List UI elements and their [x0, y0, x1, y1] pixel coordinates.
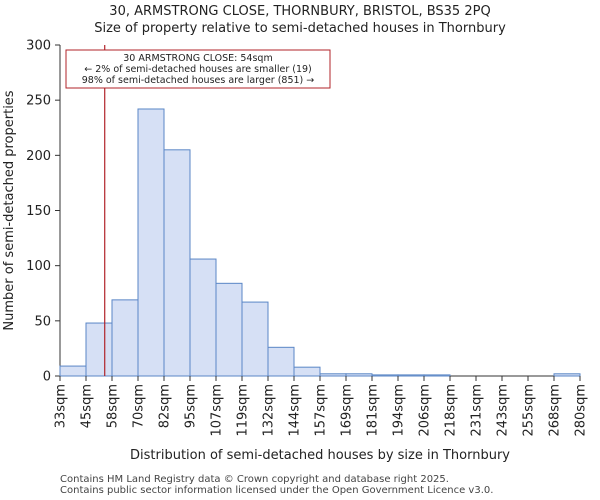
x-tick-label: 169sqm: [340, 384, 355, 437]
histogram-bar: [241, 301, 269, 377]
y-tick-label: 100: [26, 259, 51, 274]
histogram-bar: [423, 374, 451, 377]
y-tick-label: 50: [34, 314, 51, 329]
histogram-bar: [293, 366, 321, 377]
x-tick-label: 194sqm: [392, 384, 407, 437]
annotation-line-1: 30 ARMSTRONG CLOSE: 54sqm: [123, 53, 272, 64]
x-tick-label: 181sqm: [366, 384, 381, 437]
chart-title: 30, ARMSTRONG CLOSE, THORNBURY, BRISTOL,…: [109, 4, 491, 19]
x-tick-label: 231sqm: [470, 384, 485, 437]
attribution-line-1: Contains HM Land Registry data © Crown c…: [60, 474, 449, 485]
x-tick-label: 218sqm: [444, 384, 459, 437]
y-tick-label: 200: [26, 149, 51, 164]
histogram-bar: [371, 374, 399, 377]
y-tick-label: 150: [26, 204, 51, 219]
x-tick-label: 70sqm: [132, 384, 147, 428]
histogram-bar: [163, 149, 191, 377]
x-tick-label: 82sqm: [158, 384, 173, 428]
chart-subtitle: Size of property relative to semi-detach…: [94, 21, 506, 36]
histogram-bar: [267, 346, 295, 377]
x-axis-title: Distribution of semi-detached houses by …: [130, 448, 510, 463]
y-axis-title: Number of semi-detached properties: [2, 90, 17, 330]
x-tick-label: 45sqm: [80, 384, 95, 428]
x-tick-label: 268sqm: [548, 384, 563, 437]
x-tick-label: 107sqm: [210, 384, 225, 437]
x-tick-label: 255sqm: [522, 384, 537, 437]
y-tick-label: 300: [26, 39, 51, 54]
y-tick-label: 0: [43, 370, 51, 385]
histogram-bar: [85, 322, 113, 377]
attribution-line-2: Contains public sector information licen…: [60, 485, 494, 496]
x-tick-label: 280sqm: [574, 384, 589, 437]
histogram-bar: [189, 258, 217, 377]
x-tick-label: 157sqm: [314, 384, 329, 437]
x-tick-label: 243sqm: [496, 384, 511, 437]
histogram-bar: [345, 373, 373, 377]
x-tick-label: 95sqm: [184, 384, 199, 428]
annotation-line-3: 98% of semi-detached houses are larger (…: [82, 75, 315, 86]
x-tick-label: 119sqm: [236, 384, 251, 437]
x-tick-label: 206sqm: [418, 384, 433, 437]
x-tick-label: 58sqm: [106, 384, 121, 428]
annotation-box: [65, 49, 331, 89]
histogram-bar: [59, 365, 87, 377]
histogram-bar: [319, 373, 347, 377]
x-tick-label: 33sqm: [54, 384, 69, 428]
histogram-bar: [111, 299, 139, 377]
annotation-line-2: ← 2% of semi-detached houses are smaller…: [84, 64, 312, 75]
x-tick-label: 132sqm: [262, 384, 277, 437]
histogram-bar: [397, 374, 425, 377]
y-tick-label: 250: [26, 94, 51, 109]
histogram-bar: [215, 282, 243, 377]
x-tick-label: 144sqm: [288, 384, 303, 437]
histogram-bar: [137, 108, 165, 377]
histogram-bar: [553, 373, 581, 377]
